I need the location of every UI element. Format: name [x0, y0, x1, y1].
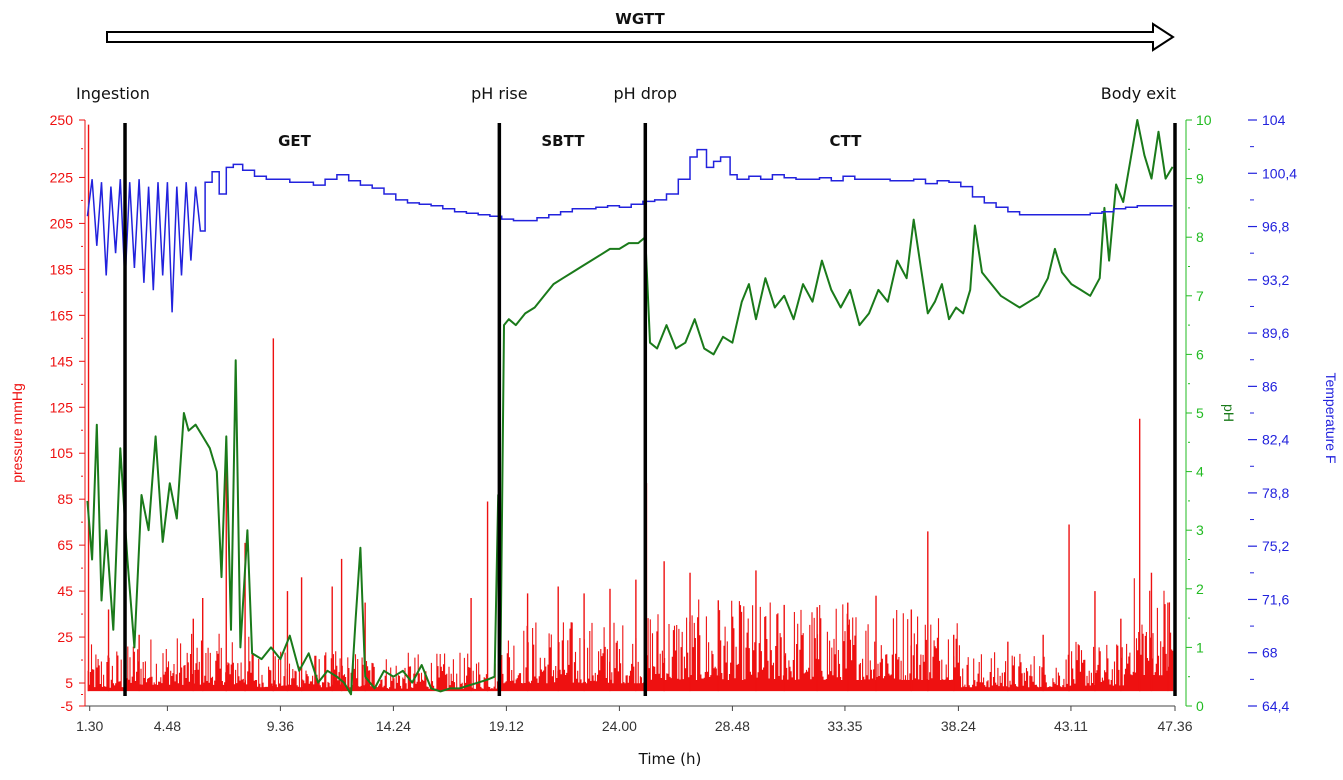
x-axis-title: Time (h): [638, 750, 702, 768]
left-tick-label-8: 145: [50, 353, 74, 369]
ph-tick-label-5: 5: [1196, 405, 1204, 421]
ph-axis-title: pH: [1221, 404, 1237, 422]
temp-tick-label-1: 68: [1262, 645, 1278, 661]
event-label-ph-drop: pH drop: [613, 84, 677, 103]
ph-tick-label-7: 7: [1196, 288, 1204, 304]
left-tick-label-2: 25: [57, 629, 73, 645]
x-tick-label-0: 1.30: [76, 718, 103, 734]
ph-tick-label-1: 1: [1196, 639, 1204, 655]
x-tick-label-3: 14.24: [376, 718, 411, 734]
temp-tick-label-10: 100,4: [1262, 165, 1297, 181]
ph-series: [86, 119, 1174, 696]
ph-tick-label-6: 6: [1196, 346, 1204, 362]
x-tick-label-9: 43.11: [1054, 718, 1088, 734]
event-label-ingestion: Ingestion: [76, 84, 150, 103]
left-tick-label-6: 105: [50, 445, 74, 461]
ph-tick-label-9: 9: [1196, 171, 1204, 187]
temperature-line: [86, 148, 1173, 313]
ph-tick-label-3: 3: [1196, 522, 1204, 538]
left-tick-label-4: 65: [57, 537, 73, 553]
wgtt-arrow: [106, 22, 1175, 52]
phase-label-get: GET: [278, 132, 312, 150]
ph-tick-label-8: 8: [1196, 229, 1204, 245]
x-tick-label-7: 33.35: [827, 718, 862, 734]
temp-tick-label-4: 78,8: [1262, 485, 1289, 501]
temp-axis-title: Temperature F: [1323, 372, 1339, 463]
temp-tick-label-9: 96,8: [1262, 219, 1289, 235]
left-axis-title: pressure mmHg: [9, 383, 25, 483]
temperature-series: [86, 148, 1173, 313]
wgtt-arrow-group: WGTT: [106, 10, 1175, 52]
phase-label-sbtt: SBTT: [541, 132, 585, 150]
temp-tick-label-6: 86: [1262, 378, 1278, 394]
x-tick-label-1: 4.48: [154, 718, 181, 734]
left-tick-label-10: 185: [50, 261, 74, 277]
event-markers: [123, 123, 1177, 696]
ph-tick-label-10: 10: [1196, 112, 1212, 128]
temp-tick-label-7: 89,6: [1262, 325, 1289, 341]
x-tick-label-4: 19.12: [489, 718, 524, 734]
event-label-ph-rise: pH rise: [471, 84, 527, 103]
phase-label-ctt: CTT: [829, 132, 862, 150]
event-labels: Ingestion pH rise pH drop Body exit: [76, 84, 1176, 103]
x-tick-label-10: 47.36: [1157, 718, 1192, 734]
temp-tick-label-5: 82,4: [1262, 432, 1289, 448]
left-tick-label-12: 225: [50, 169, 74, 185]
phase-labels: GET SBTT CTT: [278, 132, 862, 150]
x-tick-label-8: 38.24: [941, 718, 976, 734]
left-tick-label-0: -5: [61, 698, 74, 714]
x-tick-label-6: 28.48: [715, 718, 750, 734]
left-tick-label-9: 165: [50, 307, 74, 323]
temp-tick-label-2: 71,6: [1262, 591, 1289, 607]
ph-tick-label-0: 0: [1196, 698, 1204, 714]
ph-tick-label-2: 2: [1196, 581, 1204, 597]
temp-tick-label-8: 93,2: [1262, 272, 1289, 288]
temp-tick-label-11: 104: [1262, 112, 1286, 128]
left-tick-label-1: 5: [65, 675, 73, 691]
event-label-body-exit: Body exit: [1101, 84, 1176, 103]
wgtt-label: WGTT: [615, 10, 665, 28]
ph-line: [86, 119, 1174, 696]
left-tick-label-5: 85: [57, 491, 73, 507]
ph-tick-label-4: 4: [1196, 464, 1204, 480]
left-tick-label-3: 45: [57, 583, 73, 599]
temp-tick-label-0: 64,4: [1262, 698, 1289, 714]
axes: 1.30 4.48 9.36 14.24 19.12 24.00 28.48 33.35 38.…: [9, 112, 1339, 768]
left-tick-label-11: 205: [50, 215, 74, 231]
temp-tick-label-3: 75,2: [1262, 538, 1289, 554]
x-tick-label-2: 9.36: [267, 718, 294, 734]
x-tick-label-5: 24.00: [602, 718, 637, 734]
left-tick-label-7: 125: [50, 399, 74, 415]
left-tick-label-13: 250: [50, 112, 74, 128]
